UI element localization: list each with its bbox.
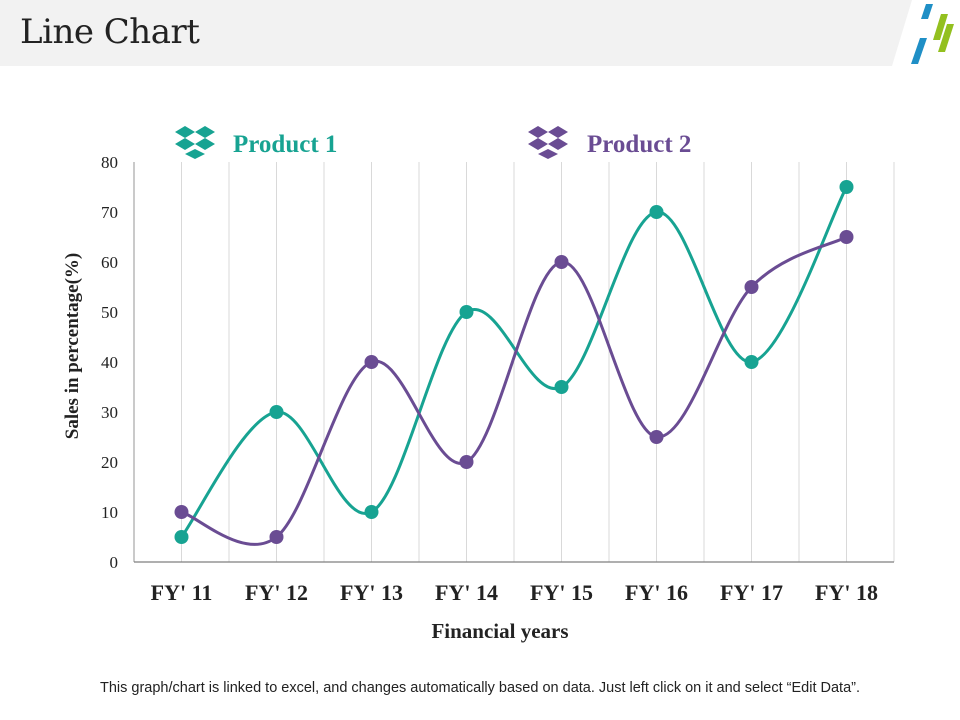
legend-label-1: Product 1 [233, 131, 337, 158]
x-tick-label: FY' 17 [720, 580, 783, 605]
y-tick-label: 80 [101, 153, 118, 172]
data-point[interactable] [174, 530, 189, 544]
brand-logo-icon [911, 4, 954, 64]
page-title: Line Chart [20, 12, 200, 52]
data-point[interactable] [459, 455, 474, 469]
x-tick-label: FY' 14 [435, 580, 498, 605]
y-tick-label: 40 [101, 353, 118, 372]
y-tick-label: 60 [101, 253, 118, 272]
dropbox-icon [528, 126, 568, 159]
data-point[interactable] [744, 280, 759, 294]
y-tick-label: 10 [101, 503, 118, 522]
data-point[interactable] [459, 305, 474, 319]
data-point[interactable] [649, 430, 664, 444]
header-bar: Line Chart [0, 0, 960, 66]
data-point[interactable] [174, 505, 189, 519]
data-point[interactable] [269, 405, 284, 419]
data-point[interactable] [554, 255, 569, 269]
data-point[interactable] [269, 530, 284, 544]
header-background [0, 0, 912, 66]
footer-note: This graph/chart is linked to excel, and… [99, 680, 861, 696]
x-tick-label: FY' 15 [530, 580, 593, 605]
data-point[interactable] [364, 355, 379, 369]
x-tick-label: FY' 11 [151, 580, 213, 605]
legend-label-2: Product 2 [587, 131, 691, 158]
line-chart: 0 10 20 30 40 50 60 70 80 FY' 11 FY' 12 FY' 13 FY' 1… [62, 126, 895, 643]
dropbox-icon [175, 126, 215, 159]
data-point[interactable] [839, 230, 854, 244]
y-tick-label: 30 [101, 403, 118, 422]
x-tick-label: FY' 13 [340, 580, 403, 605]
y-axis-title: Sales in percentage(%) [62, 253, 83, 439]
series-line-1 [180, 186, 848, 538]
data-point[interactable] [744, 355, 759, 369]
x-tick-label: FY' 18 [815, 580, 878, 605]
data-point[interactable] [364, 505, 379, 519]
y-tick-label: 70 [101, 203, 118, 222]
y-tick-label: 20 [101, 453, 118, 472]
x-tick-label: FY' 16 [625, 580, 688, 605]
y-tick-label: 0 [110, 553, 119, 572]
data-point[interactable] [554, 380, 569, 394]
data-point[interactable] [839, 180, 854, 194]
y-tick-label: 50 [101, 303, 118, 322]
series-line-2 [180, 235, 848, 546]
x-tick-label: FY' 12 [245, 580, 308, 605]
x-axis-title: Financial years [431, 619, 568, 643]
data-point[interactable] [649, 205, 664, 219]
